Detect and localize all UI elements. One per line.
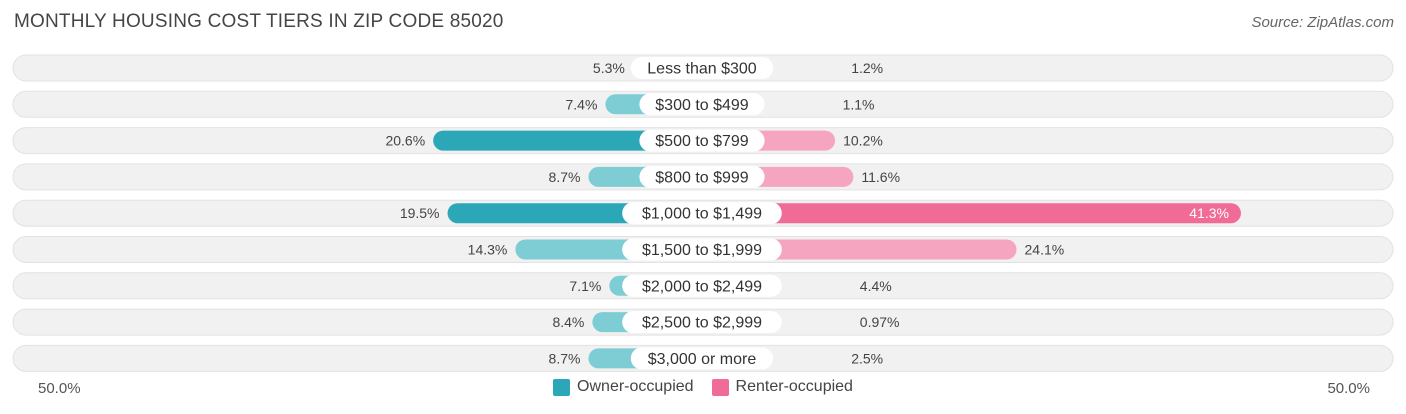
value-label-renter: 24.1% <box>1025 242 1065 258</box>
category-pill <box>630 57 774 79</box>
legend-label-owner: Owner-occupied <box>577 378 694 395</box>
source-label: Source: ZipAtlas.com <box>1251 14 1394 31</box>
category-pill <box>622 274 782 297</box>
value-label-renter: 41.3% <box>1189 205 1229 221</box>
value-label-owner: 7.1% <box>569 278 601 294</box>
category-label: $2,000 to $2,499 <box>642 278 762 295</box>
category-pill <box>622 238 782 261</box>
legend-swatch-renter <box>711 378 729 396</box>
category-pill <box>639 129 765 152</box>
category-label: $300 to $499 <box>655 97 749 114</box>
value-label-renter: 4.4% <box>860 278 892 294</box>
value-label-renter: 10.2% <box>843 133 883 149</box>
value-label-renter: 0.97% <box>860 314 900 330</box>
category-label: $1,500 to $1,999 <box>642 242 762 259</box>
axis-left-label: 50.0% <box>38 380 81 397</box>
value-label-renter: 11.6% <box>861 169 900 185</box>
value-label-owner: 8.7% <box>549 350 581 366</box>
legend-item-owner: Owner-occupied <box>553 378 694 396</box>
legend-item-renter: Renter-occupied <box>711 378 853 396</box>
category-pill <box>639 93 765 116</box>
category-label: $3,000 or more <box>648 351 757 368</box>
value-label-owner: 8.4% <box>552 314 584 330</box>
legend-label-renter: Renter-occupied <box>735 378 853 395</box>
category-pill <box>630 347 774 370</box>
category-pill <box>622 202 782 225</box>
bar-renter <box>702 203 1241 224</box>
value-label-owner: 8.7% <box>549 169 581 185</box>
value-label-owner: 5.3% <box>593 60 625 76</box>
category-label: $2,500 to $2,999 <box>642 315 762 332</box>
value-label-renter: 1.2% <box>851 60 883 76</box>
value-label-renter: 1.1% <box>843 96 875 112</box>
legend-swatch-owner <box>553 378 571 396</box>
chart-title: MONTHLY HOUSING COST TIERS IN ZIP CODE 8… <box>14 11 504 32</box>
bar-renter <box>702 239 1017 260</box>
category-label: Less than $300 <box>647 61 757 78</box>
category-label: $800 to $999 <box>655 169 749 186</box>
value-label-renter: 2.5% <box>851 350 883 366</box>
category-pill <box>639 165 765 188</box>
axis-right-label: 50.0% <box>1327 380 1370 397</box>
category-label: $500 to $799 <box>655 133 749 150</box>
value-label-owner: 19.5% <box>400 205 440 221</box>
legend: Owner-occupied Renter-occupied <box>0 378 1406 396</box>
value-label-owner: 20.6% <box>385 133 425 149</box>
value-label-owner: 14.3% <box>468 242 508 258</box>
category-pill <box>622 311 782 334</box>
value-label-owner: 7.4% <box>566 96 598 112</box>
bar-owner <box>433 130 702 151</box>
category-label: $1,000 to $1,499 <box>642 206 762 223</box>
